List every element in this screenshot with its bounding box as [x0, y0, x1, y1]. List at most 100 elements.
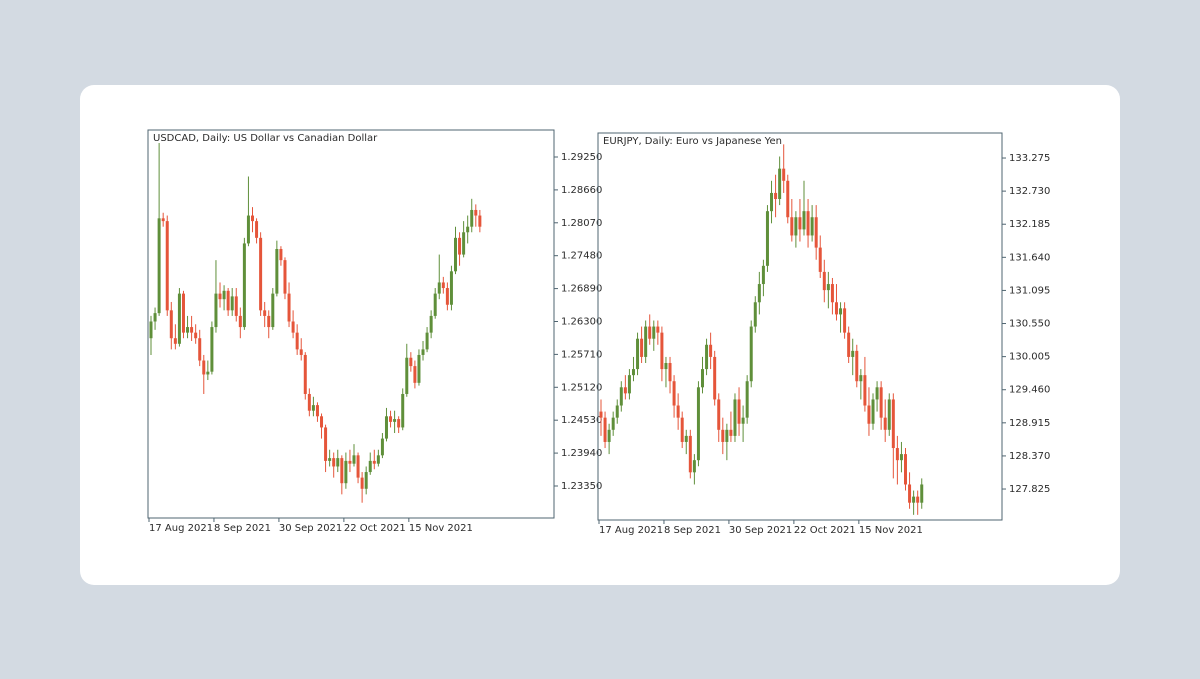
candle-body — [908, 484, 912, 503]
candle-body — [607, 429, 611, 442]
candle-body — [636, 338, 640, 370]
candle-body — [887, 399, 891, 430]
candle-body — [299, 349, 303, 355]
candle-body — [656, 326, 660, 333]
candle-body — [198, 338, 202, 361]
y-tick-label: 128.370 — [1009, 451, 1050, 462]
candle-body — [177, 293, 181, 344]
candle-body — [206, 371, 210, 375]
candle-body — [283, 260, 287, 294]
candle-body — [631, 369, 635, 376]
candle-body — [757, 284, 761, 303]
candle-body — [871, 399, 875, 424]
candle-body — [851, 350, 855, 357]
candle-body — [315, 405, 319, 417]
candle-body — [165, 221, 169, 311]
chart: EURJPY, Daily: Euro vs Japanese Yen 133.2… — [597, 132, 1050, 536]
candle-body — [778, 168, 782, 200]
y-tick-label: 132.185 — [1009, 219, 1050, 230]
candle-body — [376, 455, 380, 464]
candle-body — [255, 221, 259, 238]
candle-body — [291, 321, 295, 333]
candle-body — [324, 427, 328, 461]
candle-body — [859, 375, 863, 382]
candle-body — [445, 288, 449, 305]
candle-body — [623, 387, 627, 394]
candle-body — [421, 349, 425, 355]
candle-body — [725, 429, 729, 442]
candle-body — [336, 458, 340, 467]
candle-body — [790, 217, 794, 236]
candle-body — [916, 496, 920, 503]
y-tick-label: 130.550 — [1009, 319, 1050, 330]
candle-body — [818, 247, 822, 272]
candle-body — [701, 369, 704, 388]
candle-body — [611, 417, 615, 430]
candle-body — [405, 357, 409, 394]
y-tick-label: 130.005 — [1009, 352, 1050, 363]
candle-body — [770, 192, 774, 212]
candle-body — [810, 217, 814, 236]
candle-body — [615, 405, 619, 418]
candle-body — [384, 416, 388, 439]
candle-body — [904, 454, 907, 485]
candle-body — [895, 448, 899, 461]
y-tick-label: 133.275 — [1009, 153, 1050, 164]
candle-body — [332, 458, 336, 467]
candle-body — [619, 387, 623, 406]
candle-body — [912, 496, 916, 503]
candle-body — [186, 327, 190, 333]
candle-body — [717, 399, 721, 430]
candle-body — [627, 375, 631, 394]
candle-body — [733, 399, 737, 436]
y-tick-label: 129.460 — [1009, 385, 1050, 396]
candle-body — [433, 293, 437, 316]
candle-body — [599, 411, 603, 418]
candle-body — [246, 215, 250, 244]
candle-body — [389, 416, 393, 422]
candle-body — [271, 293, 275, 328]
candle-body — [814, 217, 818, 248]
x-tick-label: 22 Oct 2021 — [344, 523, 406, 534]
candle-body — [765, 211, 769, 266]
chart-title: EURJPY, Daily: Euro vs Japanese Yen — [603, 136, 782, 147]
candle-body — [644, 326, 648, 357]
candle-body — [672, 381, 676, 406]
candle-body — [429, 315, 433, 333]
candle-body — [705, 344, 709, 370]
candle-body — [640, 338, 644, 357]
candle-body — [230, 296, 234, 311]
y-tick-label: 1.26300 — [561, 316, 602, 327]
candle-body — [251, 215, 254, 222]
candle-body — [267, 315, 271, 328]
x-tick-label: 22 Oct 2021 — [794, 525, 856, 536]
candle-body — [214, 293, 218, 328]
y-tick-label: 1.25710 — [561, 349, 602, 360]
x-tick-label: 8 Sep 2021 — [214, 523, 271, 534]
plot-frame — [147, 129, 555, 519]
candle-body — [320, 416, 324, 428]
candle-body — [226, 290, 230, 311]
candle-body — [409, 357, 413, 367]
candle-body — [287, 293, 291, 322]
candle-body — [307, 393, 311, 411]
candle-body — [668, 363, 672, 382]
candle-body — [863, 375, 867, 406]
candle-body — [425, 332, 429, 350]
y-tick-label: 1.24530 — [561, 415, 602, 426]
candle-body — [729, 429, 733, 436]
y-tick-label: 1.23940 — [561, 448, 602, 459]
candle-body — [259, 237, 263, 311]
candle-body — [652, 326, 656, 339]
candle-body — [344, 460, 348, 484]
candle-body — [279, 248, 283, 261]
candle-body — [234, 296, 238, 316]
candle-body — [855, 350, 859, 382]
candle-body — [879, 387, 883, 418]
candle-body — [798, 217, 802, 230]
candle-body — [462, 232, 466, 255]
x-tick-label: 15 Nov 2021 — [409, 523, 473, 534]
candle-body — [372, 460, 376, 464]
candle-body — [834, 302, 838, 315]
